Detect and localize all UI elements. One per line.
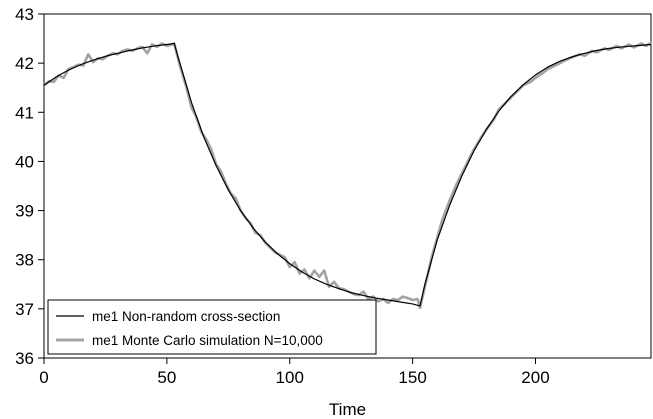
legend: me1 Non-random cross-section me1 Monte C… — [47, 299, 377, 355]
y-tick-label-43: 43 — [15, 5, 34, 24]
series-line-non-random — [43, 42, 652, 307]
legend-box — [47, 299, 377, 355]
plot-frame — [43, 13, 652, 359]
series-layer — [42, 41, 653, 310]
x-tick-label-100: 100 — [276, 368, 304, 387]
y-tick-label-38: 38 — [15, 251, 34, 270]
y-tick-label-37: 37 — [15, 300, 34, 319]
y-tick-label-39: 39 — [15, 202, 34, 221]
y-tick-label-42: 42 — [15, 54, 34, 73]
x-tick-label-50: 50 — [157, 368, 176, 387]
legend-label-non-random: me1 Non-random cross-section — [92, 309, 280, 324]
y-axis: 36 37 38 39 40 41 42 43 — [15, 5, 44, 368]
x-axis: 0 50 100 150 200 — [39, 358, 550, 387]
y-tick-label-41: 41 — [15, 103, 34, 122]
x-tick-label-150: 150 — [398, 368, 426, 387]
x-tick-label-200: 200 — [521, 368, 549, 387]
legend-label-monte-carlo: me1 Monte Carlo simulation N=10,000 — [92, 333, 323, 348]
x-axis-title: Time — [329, 400, 366, 419]
y-tick-label-36: 36 — [15, 349, 34, 368]
plot-area — [43, 13, 652, 359]
x-tick-label-0: 0 — [39, 368, 48, 387]
y-tick-label-40: 40 — [15, 152, 34, 171]
